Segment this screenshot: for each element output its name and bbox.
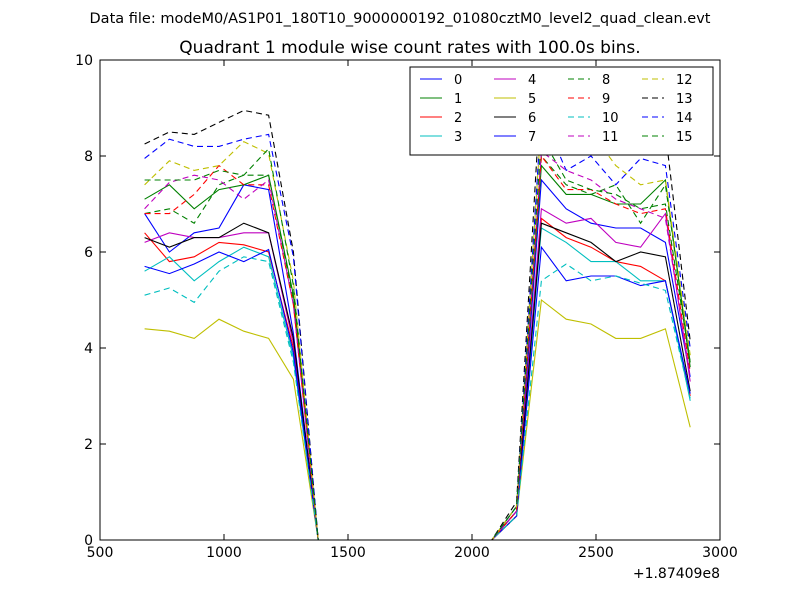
series-line-7 <box>144 245 691 541</box>
x-tick-label: 1000 <box>206 545 242 561</box>
legend-box <box>409 66 714 156</box>
series-line-11 <box>144 150 691 541</box>
series-line-9 <box>144 154 691 541</box>
x-tick-label: 500 <box>87 545 114 561</box>
data-file-header: Data file: modeM0/AS1P01_180T10_90000001… <box>90 11 711 27</box>
series-line-15 <box>144 134 691 541</box>
series-line-4 <box>144 207 691 541</box>
series-line-8 <box>144 154 691 541</box>
legend-label-14: 14 <box>676 111 693 126</box>
legend-label-3: 3 <box>454 130 462 145</box>
legend-label-6: 6 <box>528 111 536 126</box>
y-tick-label: 10 <box>75 53 93 69</box>
legend-label-5: 5 <box>528 92 536 107</box>
legend-label-7: 7 <box>528 130 536 145</box>
y-tick-label: 4 <box>84 341 93 357</box>
x-offset-label: +1.87409e8 <box>633 566 720 582</box>
legend-label-12: 12 <box>676 73 693 88</box>
series-line-1 <box>144 164 691 541</box>
legend-label-8: 8 <box>602 73 610 88</box>
series-line-12 <box>144 116 691 541</box>
x-tick-label: 3000 <box>702 545 738 561</box>
x-tick-label: 2500 <box>578 545 614 561</box>
legend-label-4: 4 <box>528 73 536 88</box>
y-tick-label: 0 <box>84 533 93 549</box>
x-tick-label: 1500 <box>330 545 366 561</box>
series-line-5 <box>144 298 691 541</box>
y-tick-label: 2 <box>84 437 93 453</box>
chart-title: Quadrant 1 module wise count rates with … <box>179 38 640 58</box>
legend-label-11: 11 <box>602 130 619 145</box>
legend-label-13: 13 <box>676 92 693 107</box>
plot-area <box>99 59 721 541</box>
series-line-3 <box>144 227 691 541</box>
legend-label-1: 1 <box>454 92 462 107</box>
series-line-0 <box>144 178 691 541</box>
legend-label-10: 10 <box>602 111 619 126</box>
legend-label-15: 15 <box>676 130 693 145</box>
series-line-6 <box>144 222 691 541</box>
x-tick-label: 2000 <box>454 545 490 561</box>
series-line-10 <box>144 256 691 541</box>
y-tick-label: 6 <box>84 245 93 261</box>
legend-label-9: 9 <box>602 92 610 107</box>
series-line-14 <box>144 112 691 541</box>
legend-label-0: 0 <box>454 73 462 88</box>
legend-label-2: 2 <box>454 111 462 126</box>
y-tick-label: 8 <box>84 149 93 165</box>
